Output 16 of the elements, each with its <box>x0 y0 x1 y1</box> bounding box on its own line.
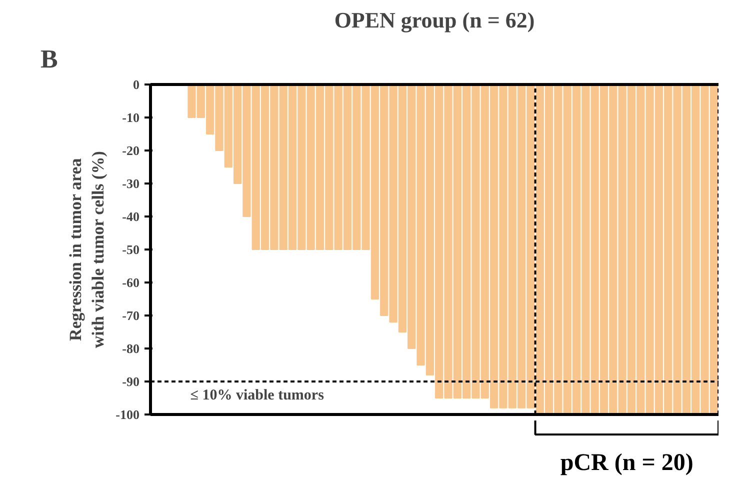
y-tick-label: -90 <box>122 374 140 389</box>
y-tick-label: -80 <box>122 341 140 356</box>
y-tick-label: -100 <box>116 407 140 422</box>
y-tick-label: -50 <box>122 242 140 257</box>
y-tick-label: -20 <box>122 143 140 158</box>
y-tick-label: -30 <box>122 176 140 191</box>
text: pCR (n = 20) <box>560 450 694 476</box>
y-tick-label: -60 <box>122 275 140 290</box>
y-axis-title: Regression in tumor area with viable tumor cells (%) <box>66 151 108 348</box>
ref-line-label: ≤ 10% viable tumors <box>190 388 324 404</box>
y-tick-label: -70 <box>122 308 140 323</box>
text: B <box>40 44 58 74</box>
y-tick-label: 0 <box>133 77 140 92</box>
y-tick-label: -40 <box>122 209 140 224</box>
y-tick-label: -10 <box>122 110 140 125</box>
chart-title: OPEN group (n = 62) <box>334 8 535 32</box>
